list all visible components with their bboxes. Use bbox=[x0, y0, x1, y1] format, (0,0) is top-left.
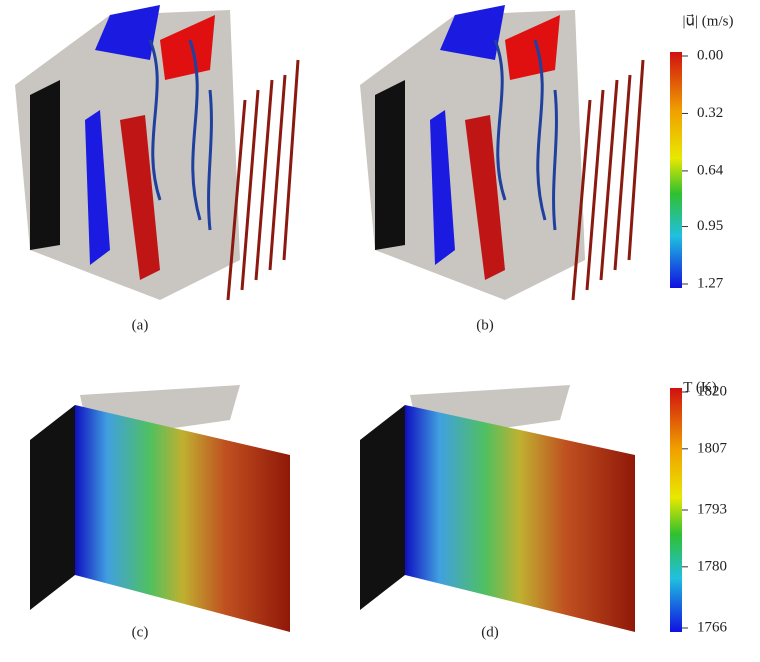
panel-a-render bbox=[15, 5, 300, 301]
colorbar-title: T (K) bbox=[683, 379, 716, 395]
colorbar-tick-label: 0.00 bbox=[697, 47, 723, 63]
colorbar bbox=[670, 388, 682, 632]
colorbar-tick-label: 1820 bbox=[697, 383, 727, 399]
colorbar-title: |u⃗| (m/s) bbox=[683, 13, 734, 29]
colorbar-tick-label: 0.32 bbox=[697, 105, 723, 121]
colorbar-tick-label: 1807 bbox=[697, 440, 728, 456]
panel-c-render bbox=[30, 385, 290, 632]
colorbar-tick-label: 0.64 bbox=[697, 162, 724, 178]
panel-label: (a) bbox=[132, 317, 149, 333]
colorbar-tick-label: 1780 bbox=[697, 558, 727, 574]
colorbar-tick-label: 1793 bbox=[697, 501, 727, 517]
colorbar-tick-label: 1766 bbox=[697, 619, 728, 635]
panel-label: (c) bbox=[132, 624, 149, 640]
panel-label: (b) bbox=[476, 317, 494, 333]
colorbar-tick-label: 0.95 bbox=[697, 218, 723, 234]
colorbar-tick-label: 1.27 bbox=[697, 275, 724, 291]
panel-d-render bbox=[360, 385, 635, 632]
panel-label: (d) bbox=[481, 624, 499, 640]
panel-b-render bbox=[360, 5, 645, 301]
colorbar bbox=[670, 52, 682, 288]
